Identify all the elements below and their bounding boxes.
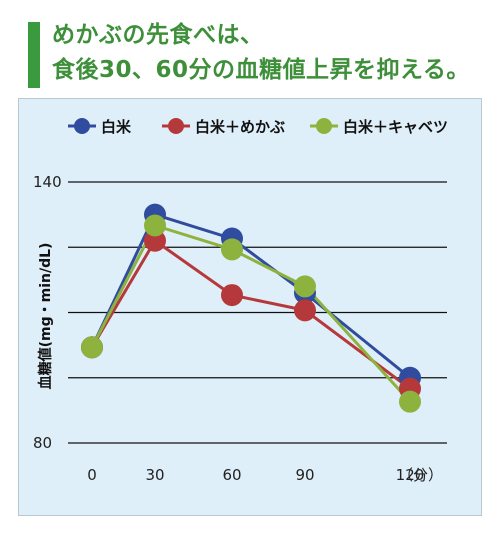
- legend-marker: [316, 118, 332, 134]
- data-point: [144, 214, 166, 237]
- x-tick-label: 0: [87, 466, 97, 484]
- data-point: [144, 229, 166, 252]
- title-line-1: めかぶの先食べは、: [52, 22, 264, 48]
- gridlines: [68, 181, 447, 444]
- x-tick-label: 90: [295, 466, 314, 484]
- data-point: [294, 299, 316, 322]
- series-line: [90, 238, 411, 390]
- legend-marker: [168, 118, 184, 134]
- data-point: [399, 390, 421, 413]
- legend-label: 白米＋キャベツ: [343, 118, 448, 136]
- y-tick-label: 140: [33, 173, 62, 191]
- title-accent-bar: [28, 22, 40, 88]
- x-tick-labels: 0 30 60 90 120: [87, 466, 424, 484]
- chart-panel: [18, 98, 482, 516]
- legend-label: 白米＋めかぶ: [195, 118, 285, 136]
- y-axis-label: 血糖値(mg・min/dL): [37, 243, 54, 390]
- x-tick-label: 60: [222, 466, 241, 484]
- series-group: [81, 203, 421, 413]
- x-unit-label: （分）: [398, 466, 443, 484]
- legend-label: 白米: [101, 118, 132, 136]
- data-point: [81, 336, 103, 359]
- legend-marker: [74, 118, 90, 134]
- y-tick-label: 80: [33, 434, 52, 452]
- legend: 白米 白米＋めかぶ 白米＋キャベツ: [68, 118, 448, 136]
- data-point: [221, 238, 243, 261]
- data-point: [221, 284, 243, 307]
- x-tick-label: 120: [396, 466, 425, 484]
- y-tick-labels: 140 80: [33, 173, 62, 452]
- title-line-2: 食後30、60分の血糖値上昇を抑える。: [52, 57, 470, 83]
- data-point: [294, 275, 316, 298]
- x-tick-label: 30: [145, 466, 164, 484]
- chart-title: めかぶの先食べは、 食後30、60分の血糖値上昇を抑える。: [52, 18, 482, 88]
